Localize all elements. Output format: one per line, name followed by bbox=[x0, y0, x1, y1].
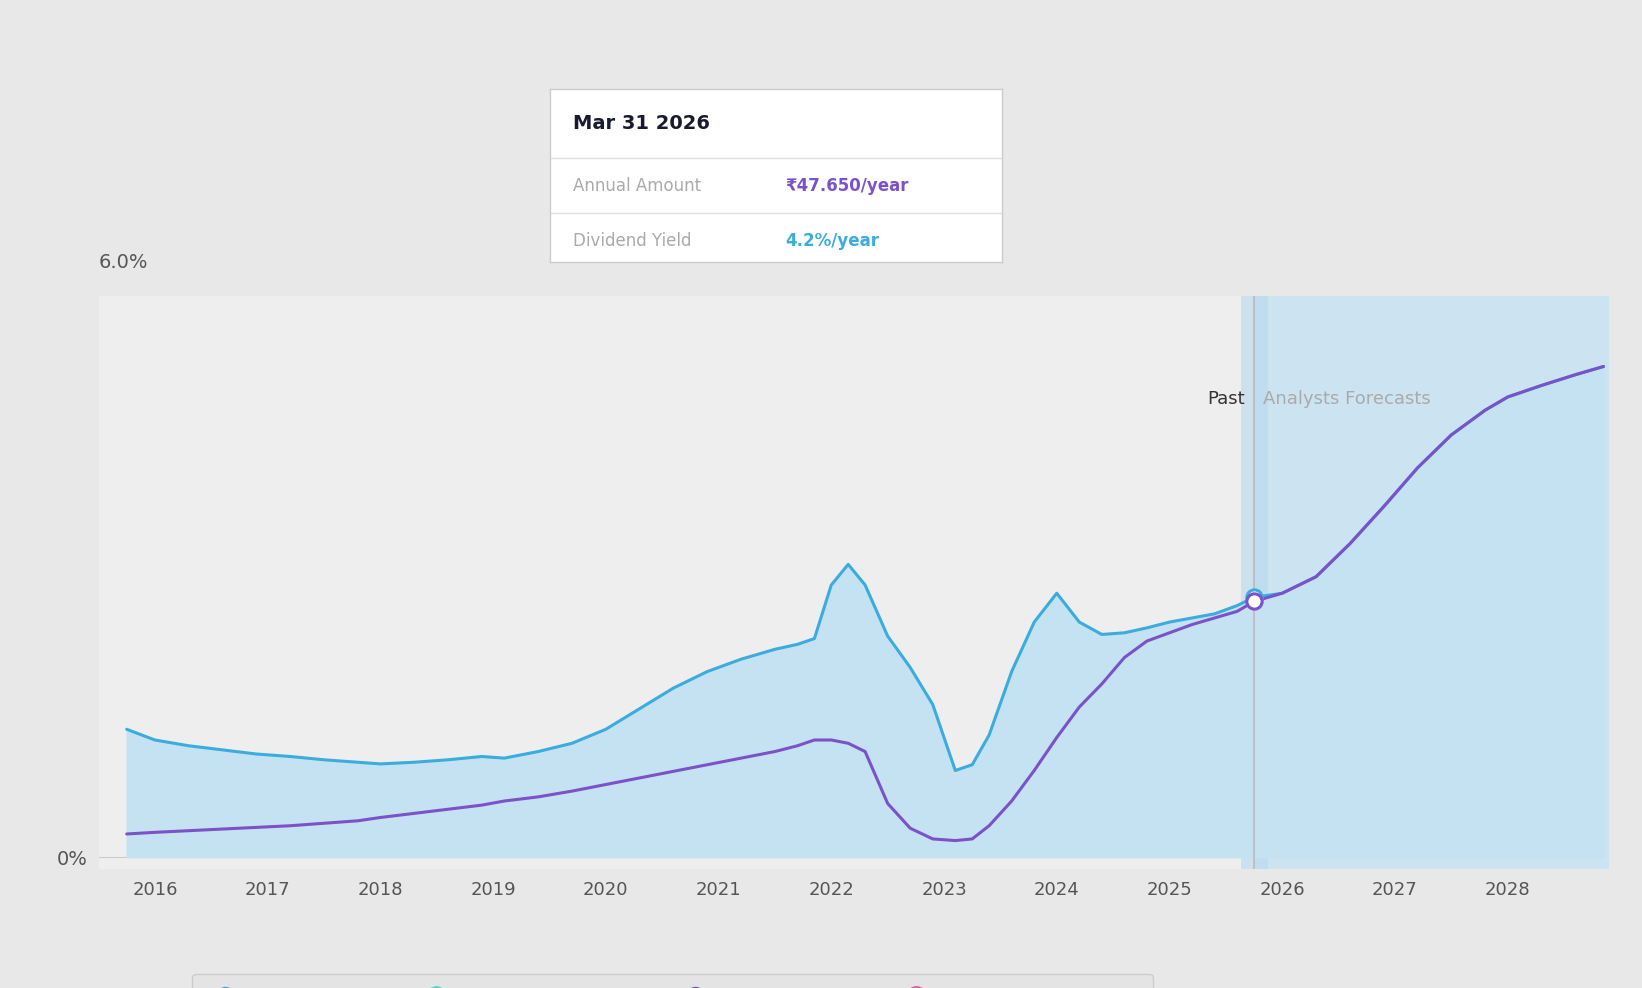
Text: 4.2%/year: 4.2%/year bbox=[785, 232, 878, 250]
Text: Dividend Yield: Dividend Yield bbox=[573, 232, 691, 250]
Bar bbox=[1240, 296, 1268, 869]
Text: ₹47.650/year: ₹47.650/year bbox=[785, 177, 908, 195]
Legend: Dividend Yield, Dividend Payments, Annual Amount, Earnings Per Share: Dividend Yield, Dividend Payments, Annua… bbox=[192, 974, 1153, 988]
Text: Mar 31 2026: Mar 31 2026 bbox=[573, 114, 709, 133]
Text: Past: Past bbox=[1207, 390, 1245, 408]
Text: 6.0%: 6.0% bbox=[99, 253, 148, 272]
Bar bbox=[1254, 296, 1609, 869]
Text: Annual Amount: Annual Amount bbox=[573, 177, 701, 195]
Text: Analysts Forecasts: Analysts Forecasts bbox=[1263, 390, 1430, 408]
